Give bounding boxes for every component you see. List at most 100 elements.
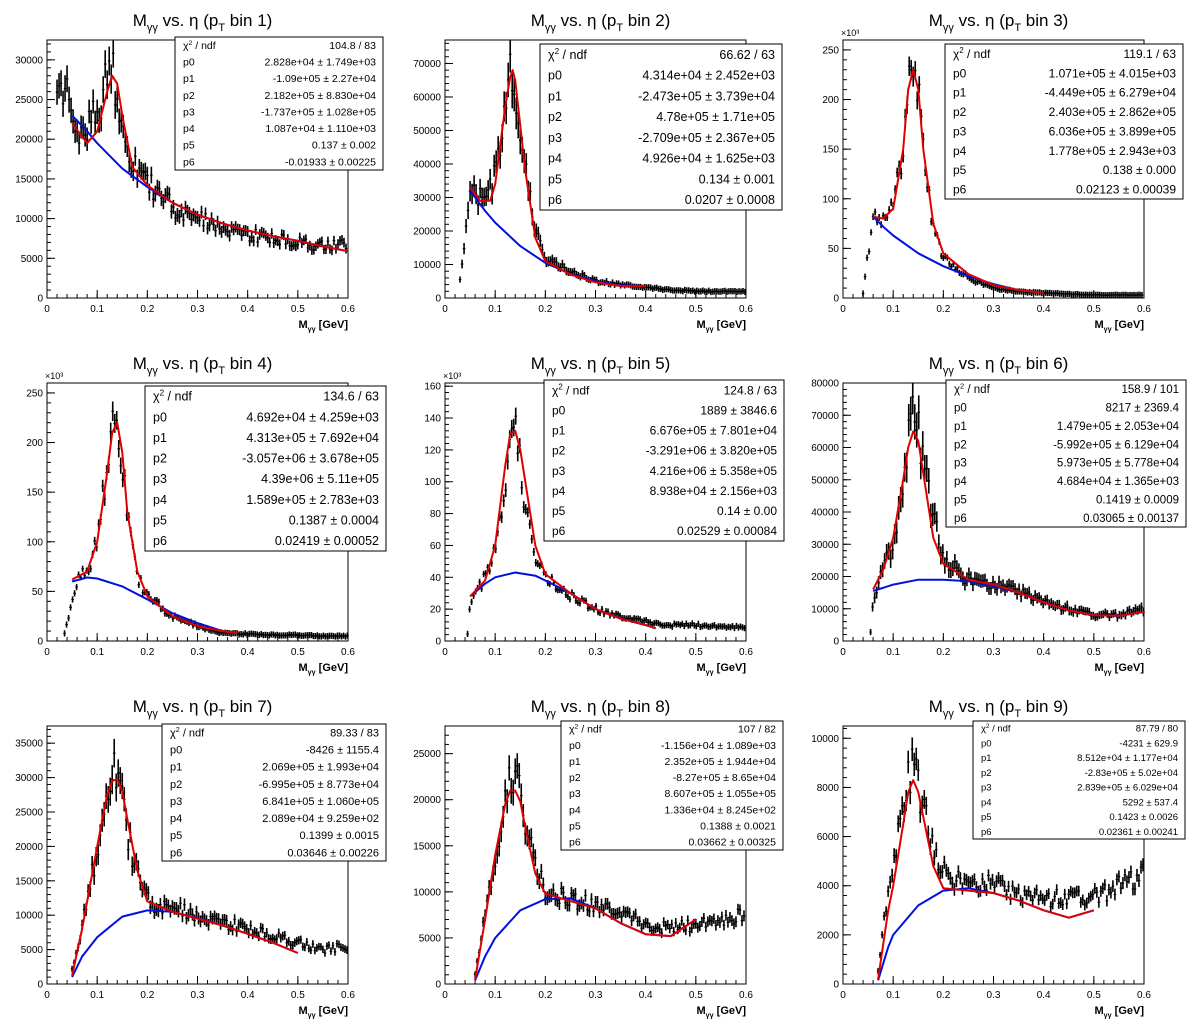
x-tick-label: 0 (44, 990, 50, 1001)
param-name: p2 (953, 105, 967, 119)
param-value: 0.02419 ± 0.00052 (275, 534, 379, 548)
chart-title: Mγγ vs. η (pT bin 3) (929, 11, 1069, 34)
param-value: 5.973e+05 ± 5.778e+04 (1057, 458, 1180, 470)
x-tick-label: 0 (840, 647, 846, 658)
chi2-label: χ2 / ndf (170, 726, 205, 739)
chi2-label: χ2 / ndf (569, 724, 602, 736)
y-tick-label: 140 (424, 414, 441, 425)
param-name: p2 (552, 444, 566, 458)
total-fit-line (872, 68, 1044, 294)
param-value: 1.778e+05 ± 2.943e+03 (1049, 144, 1177, 158)
x-tick-label: 0.4 (241, 304, 255, 315)
param-name: p2 (954, 439, 967, 451)
param-name: p2 (548, 110, 562, 124)
param-name: p2 (569, 772, 581, 784)
param-name: p4 (954, 476, 967, 488)
param-name: p2 (170, 779, 182, 791)
x-tick-label: 0.3 (589, 647, 603, 658)
x-tick-label: 0.3 (987, 990, 1001, 1001)
param-value: 4.926e+04 ± 1.625e+03 (642, 152, 775, 166)
stats-box: χ2 / ndf 87.79 / 80 p0 -4231 ± 629.9 p1 8.512… (972, 720, 1186, 840)
chart-title: Mγγ vs. η (pT bin 4) (133, 354, 273, 377)
y-tick-label: 0 (37, 294, 43, 305)
total-fit-line (71, 778, 299, 976)
param-value: -0.01933 ± 0.00225 (285, 156, 376, 168)
y-tick-label: 60 (430, 541, 442, 552)
chart-bin-4: Mγγ vs. η (pT bin 4) 0 0.1 0.2 0.3 0.4 0.5 0.6 0… (26, 354, 387, 676)
stats-box: χ2 / ndf 89.33 / 83 p0 -8426 ± 1155.4 p1 2.06… (161, 723, 387, 862)
x-tick-label: 0.4 (639, 647, 653, 658)
chart-bin-6: Mγγ vs. η (pT bin 6) 0 0.1 0.2 0.3 0.4 0.5 0.6 0… (811, 354, 1187, 676)
chi2-value: 87.79 / 80 (1136, 724, 1178, 735)
x-axis-label: Mγγ [GeV] (696, 1005, 746, 1019)
param-value: 0.02361 ± 0.00241 (1099, 827, 1178, 838)
data-points (473, 753, 746, 978)
param-value: 0.14 ± 0.00 (717, 504, 777, 518)
x-axis-label: Mγγ [GeV] (1094, 662, 1144, 676)
param-name: p5 (552, 504, 566, 518)
y-tick-label: 70000 (413, 59, 441, 70)
param-value: 0.02123 ± 0.00039 (1076, 183, 1176, 197)
y-exponent-label: ×10³ (443, 371, 461, 381)
x-tick-label: 0.2 (538, 304, 552, 315)
param-value: 2.403e+05 ± 2.862e+05 (1049, 105, 1177, 119)
y-tick-label: 20000 (15, 842, 43, 853)
param-value: 2.182e+05 ± 8.830e+04 (265, 90, 377, 102)
y-tick-label: 20000 (15, 135, 43, 146)
param-value: 0.02529 ± 0.00084 (677, 524, 777, 538)
param-value: 6.036e+05 ± 3.899e+05 (1049, 124, 1177, 138)
param-value: 0.134 ± 0.001 (699, 172, 775, 186)
y-tick-label: 30000 (413, 193, 441, 204)
param-name: p3 (981, 783, 992, 794)
background-fit-line (872, 215, 1044, 294)
param-name: p6 (981, 827, 992, 838)
chi2-label: χ2 / ndf (954, 382, 991, 397)
chart-title: Mγγ vs. η (pT bin 1) (133, 11, 273, 34)
x-tick-label: 0.1 (90, 647, 104, 658)
x-tick-label: 0.1 (886, 990, 900, 1001)
y-tick-label: 8000 (817, 783, 840, 794)
param-name: p0 (183, 57, 195, 69)
x-tick-label: 0.1 (488, 647, 502, 658)
param-name: p4 (548, 152, 562, 166)
param-name: p1 (953, 86, 967, 100)
param-value: 4.313e+05 ± 7.692e+04 (246, 431, 379, 445)
y-tick-label: 200 (822, 95, 839, 106)
y-tick-label: 250 (26, 388, 43, 399)
x-tick-label: 0.3 (191, 304, 205, 315)
x-tick-label: 0.5 (291, 647, 305, 658)
y-tick-label: 10000 (811, 604, 839, 615)
y-tick-label: 0 (37, 637, 43, 648)
param-name: p6 (569, 837, 581, 849)
chart-title: Mγγ vs. η (pT bin 6) (929, 354, 1069, 377)
x-tick-label: 0.3 (987, 647, 1001, 658)
param-value: 1889 ± 3846.6 (700, 403, 777, 417)
param-value: -1.156e+04 ± 1.089e+03 (661, 740, 776, 752)
param-value: 8.938e+04 ± 2.156e+03 (650, 484, 778, 498)
y-tick-label: 40000 (811, 508, 839, 519)
stats-box: χ2 / ndf 124.8 / 63 p0 1889 ± 3846.6 p1 6.676… (543, 379, 785, 542)
y-tick-label: 120 (424, 445, 441, 456)
y-tick-label: 35000 (15, 739, 43, 750)
param-value: 0.1399 ± 0.0015 (300, 830, 379, 842)
y-tick-label: 40000 (413, 159, 441, 170)
y-tick-label: 0 (833, 294, 839, 305)
background-fit-line (71, 909, 299, 978)
x-tick-label: 0.3 (589, 304, 603, 315)
param-value: 6.676e+05 ± 7.801e+04 (650, 424, 778, 438)
y-tick-label: 200 (26, 438, 43, 449)
param-value: 8.512e+04 ± 1.177e+04 (1077, 753, 1178, 764)
chi2-value: 124.8 / 63 (724, 383, 778, 397)
x-tick-label: 0.6 (1137, 304, 1151, 315)
param-value: -2.473e+05 ± 3.739e+04 (638, 89, 775, 103)
chart-bin-3: Mγγ vs. η (pT bin 3) 0 0.1 0.2 0.3 0.4 0.5 0.6 0… (822, 11, 1184, 333)
y-tick-label: 25000 (15, 95, 43, 106)
stats-box: χ2 / ndf 107 / 82 p0 -1.156e+04 ± 1.089e+03… (560, 720, 784, 851)
x-tick-label: 0.6 (341, 304, 355, 315)
param-name: p0 (170, 745, 182, 757)
chart-bin-8: Mγγ vs. η (pT bin 8) 0 0.1 0.2 0.3 0.4 0.5 0.6 0… (413, 697, 784, 1019)
chi2-value: 119.1 / 63 (1124, 47, 1177, 61)
y-tick-label: 50000 (413, 126, 441, 137)
x-tick-label: 0.6 (739, 304, 753, 315)
x-axis-label: Mγγ [GeV] (298, 662, 348, 676)
